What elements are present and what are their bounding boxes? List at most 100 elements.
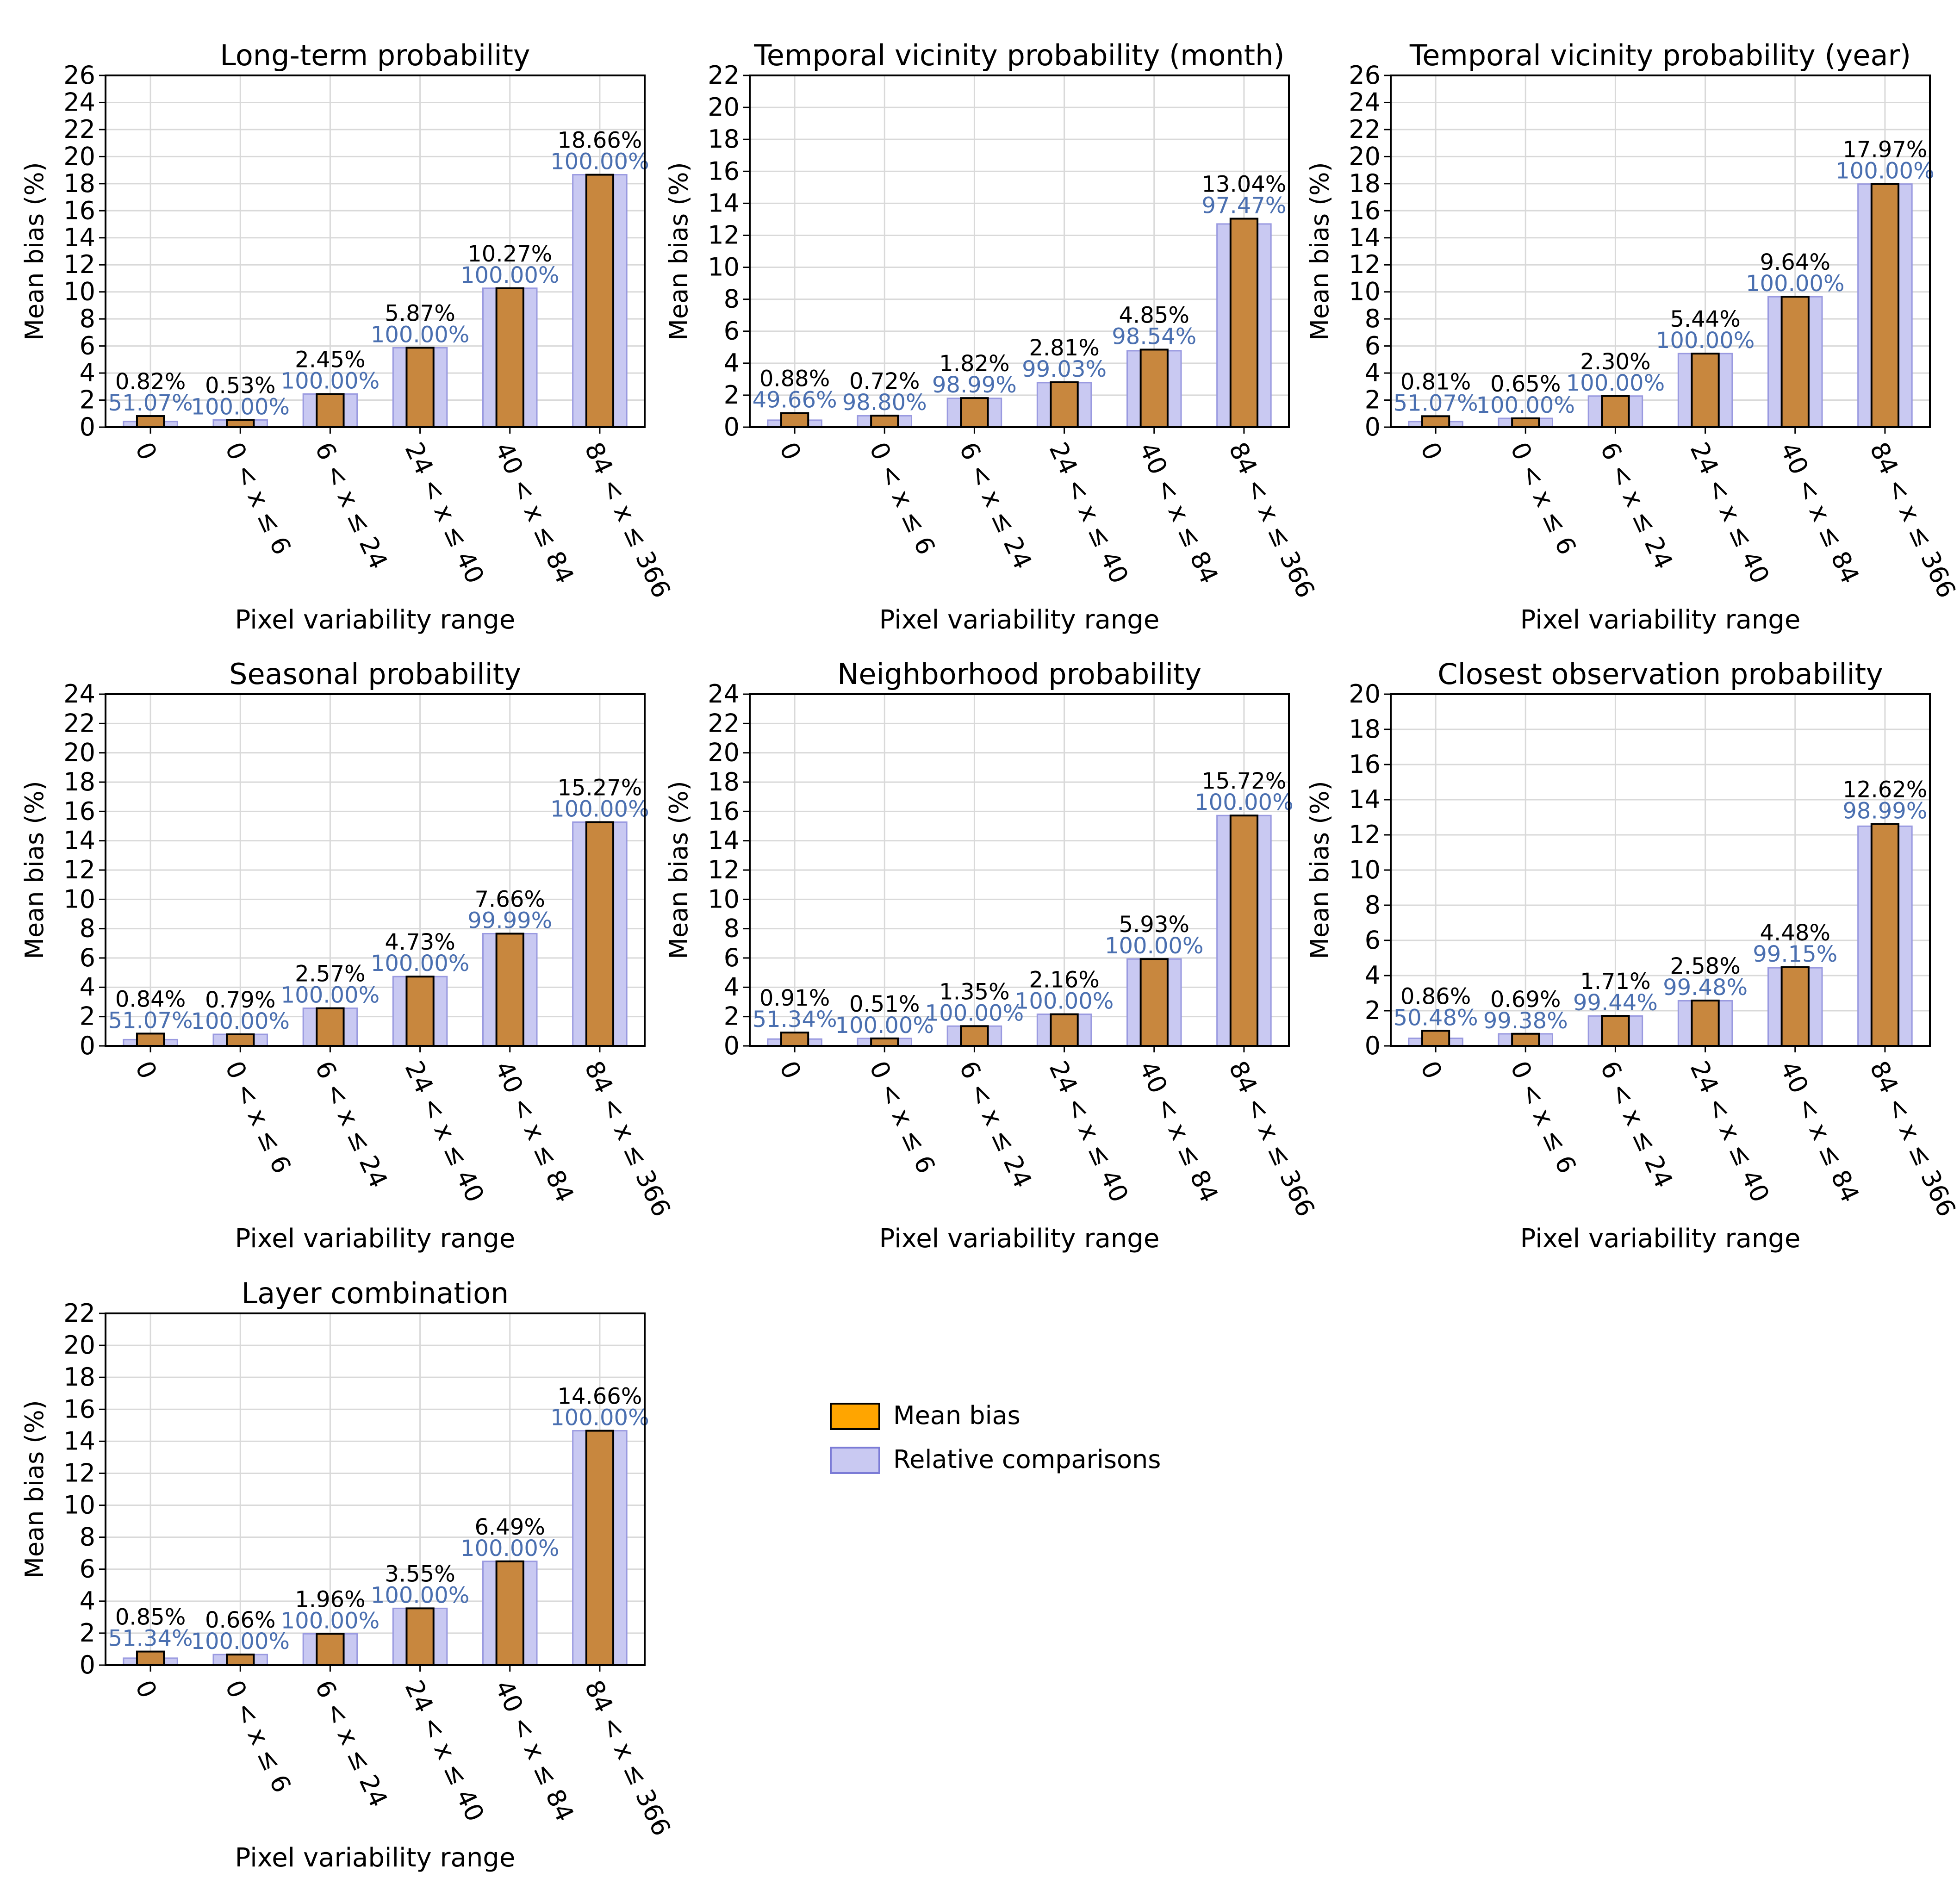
bar-mean-bias bbox=[870, 415, 899, 428]
x-tick-label: 24 < x ≤ 40 bbox=[1044, 1057, 1134, 1206]
y-tick-label: 18 bbox=[63, 1362, 95, 1392]
plot-area bbox=[106, 75, 645, 427]
data-label-mean-bias: 0.91% bbox=[759, 985, 830, 1011]
y-tick-label: 24 bbox=[1349, 87, 1381, 117]
data-label-relative: 51.07% bbox=[108, 1007, 193, 1033]
data-label-mean-bias: 2.81% bbox=[1029, 335, 1099, 361]
y-axis-label: Mean bias (%) bbox=[664, 781, 693, 959]
chart-title: Layer combination bbox=[242, 1276, 509, 1310]
data-label-relative: 100.00% bbox=[550, 796, 649, 822]
y-tick-label: 24 bbox=[63, 679, 95, 709]
data-label-mean-bias: 2.30% bbox=[1580, 349, 1650, 375]
y-tick-label: 22 bbox=[708, 709, 740, 738]
data-label-mean-bias: 12.62% bbox=[1842, 777, 1927, 802]
data-label-mean-bias: 1.96% bbox=[295, 1586, 365, 1612]
plot-area bbox=[750, 75, 1289, 427]
chart-panel: 0 2 4 6 8 10 12 14 16 18 20 50.48%0.86% 0 99.38%0.69%… bbox=[1305, 657, 1960, 1254]
data-label-relative: 99.15% bbox=[1753, 941, 1837, 967]
y-tick-label: 6 bbox=[724, 943, 740, 972]
y-axis-label: Mean bias (%) bbox=[20, 781, 49, 959]
data-label-mean-bias: 3.55% bbox=[385, 1561, 455, 1587]
x-tick-label: 6 < x ≤ 24 bbox=[309, 1057, 393, 1192]
x-tick-label: 24 < x ≤ 40 bbox=[399, 438, 490, 588]
y-tick-label: 22 bbox=[63, 1299, 95, 1328]
y-tick-label: 12 bbox=[1349, 820, 1381, 849]
bar-mean-bias bbox=[1870, 823, 1900, 1047]
y-tick-label: 20 bbox=[1349, 679, 1381, 709]
y-tick-label: 6 bbox=[724, 317, 740, 346]
y-tick-label: 20 bbox=[63, 1331, 95, 1360]
x-tick-label: 24 < x ≤ 40 bbox=[399, 1676, 490, 1826]
data-label-relative: 99.03% bbox=[1022, 356, 1107, 382]
y-tick-label: 10 bbox=[63, 277, 95, 306]
axes-frame bbox=[1390, 75, 1931, 428]
bar-mean-bias bbox=[960, 1025, 989, 1047]
y-tick-label: 2 bbox=[80, 386, 95, 415]
bar-mean-bias bbox=[585, 174, 615, 428]
bar-mean-bias bbox=[1229, 218, 1259, 428]
y-tick-label: 22 bbox=[1349, 115, 1381, 144]
y-tick-label: 0 bbox=[80, 1650, 95, 1679]
chart-panel: 0246810121416182022242651.07%0.82%0100.0… bbox=[20, 38, 676, 635]
y-tick-label: 4 bbox=[1365, 961, 1381, 990]
x-tick-label: 0 bbox=[130, 438, 163, 465]
y-tick-label: 14 bbox=[1349, 785, 1381, 814]
y-tick-label: 12 bbox=[708, 855, 740, 884]
x-tick-label: 6 < x ≤ 24 bbox=[309, 1676, 393, 1811]
bar-mean-bias bbox=[1780, 966, 1810, 1047]
y-tick-label: 6 bbox=[80, 943, 95, 972]
data-label-relative: 100.00% bbox=[460, 262, 560, 288]
bar-mean-bias bbox=[1050, 381, 1079, 428]
bar-mean-bias bbox=[405, 1607, 435, 1666]
bar-mean-bias bbox=[870, 1037, 899, 1047]
y-tick-label: 18 bbox=[708, 124, 740, 154]
bar-mean-bias bbox=[495, 287, 524, 428]
y-tick-label: 0 bbox=[80, 1031, 95, 1060]
axes-frame bbox=[105, 75, 646, 428]
y-tick-label: 4 bbox=[724, 972, 740, 1001]
x-tick-label: 0 bbox=[1415, 1057, 1448, 1083]
x-tick-label: 84 < x ≤ 366 bbox=[1223, 438, 1320, 603]
axes-frame bbox=[105, 1312, 646, 1666]
data-label-mean-bias: 6.49% bbox=[475, 1514, 545, 1540]
y-tick-label: 24 bbox=[63, 87, 95, 117]
data-label-mean-bias: 0.53% bbox=[205, 373, 275, 399]
data-label-mean-bias: 18.66% bbox=[557, 128, 642, 154]
y-tick-label: 20 bbox=[708, 93, 740, 122]
chart-title: Temporal vicinity probability (month) bbox=[753, 38, 1284, 72]
chart-title: Neighborhood probability bbox=[837, 657, 1201, 691]
bar-mean-bias bbox=[495, 1560, 524, 1667]
x-tick-label: 0 < x ≤ 6 bbox=[1505, 1057, 1582, 1178]
x-axis-label: Pixel variability range bbox=[879, 605, 1160, 635]
y-tick-label: 4 bbox=[724, 348, 740, 378]
x-tick-label: 84 < x ≤ 366 bbox=[1864, 438, 1960, 603]
data-label-mean-bias: 7.66% bbox=[475, 886, 545, 912]
y-tick-label: 26 bbox=[63, 61, 95, 90]
bar-mean-bias bbox=[780, 1032, 809, 1047]
data-label-relative: 100.00% bbox=[1015, 989, 1114, 1014]
x-tick-label: 0 < x ≤ 6 bbox=[1505, 438, 1582, 559]
y-tick-label: 16 bbox=[1349, 196, 1381, 225]
x-tick-label: 40 < x ≤ 84 bbox=[1133, 438, 1224, 588]
y-tick-label: 12 bbox=[63, 855, 95, 884]
data-label-mean-bias: 0.72% bbox=[849, 368, 920, 394]
x-axis-label: Pixel variability range bbox=[1520, 605, 1801, 635]
y-tick-label: 14 bbox=[1349, 223, 1381, 252]
bar-mean-bias bbox=[1229, 815, 1259, 1047]
y-tick-label: 16 bbox=[1349, 750, 1381, 779]
y-tick-label: 4 bbox=[1365, 358, 1381, 387]
data-label-mean-bias: 0.82% bbox=[115, 369, 186, 395]
bar-mean-bias bbox=[1691, 352, 1720, 428]
y-tick-label: 20 bbox=[1349, 142, 1381, 171]
y-tick-label: 10 bbox=[63, 1491, 95, 1520]
y-tick-label: 22 bbox=[63, 709, 95, 738]
bar-mean-bias bbox=[780, 412, 809, 428]
data-label-relative: 99.38% bbox=[1483, 1008, 1568, 1034]
data-label-mean-bias: 0.86% bbox=[1400, 983, 1471, 1009]
x-axis-label: Pixel variability range bbox=[235, 1843, 516, 1873]
bar-mean-bias bbox=[316, 1633, 345, 1667]
y-axis-label: Mean bias (%) bbox=[20, 162, 49, 340]
y-tick-label: 12 bbox=[63, 1458, 95, 1487]
y-tick-label: 20 bbox=[708, 738, 740, 767]
x-tick-label: 84 < x ≤ 366 bbox=[579, 438, 676, 603]
